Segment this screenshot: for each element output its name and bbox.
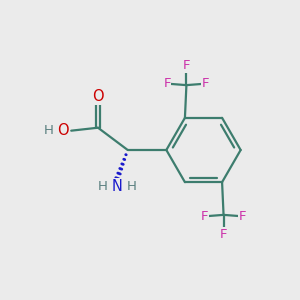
Text: F: F xyxy=(163,77,171,90)
Text: F: F xyxy=(202,77,209,90)
Text: H: H xyxy=(98,180,108,193)
Text: H: H xyxy=(127,180,136,193)
Text: O: O xyxy=(92,89,104,104)
Text: F: F xyxy=(200,210,208,223)
Text: F: F xyxy=(239,210,247,223)
Text: O: O xyxy=(57,123,69,138)
Text: N: N xyxy=(112,179,123,194)
Text: F: F xyxy=(220,228,227,241)
Text: H: H xyxy=(44,124,54,137)
Text: F: F xyxy=(183,59,190,72)
